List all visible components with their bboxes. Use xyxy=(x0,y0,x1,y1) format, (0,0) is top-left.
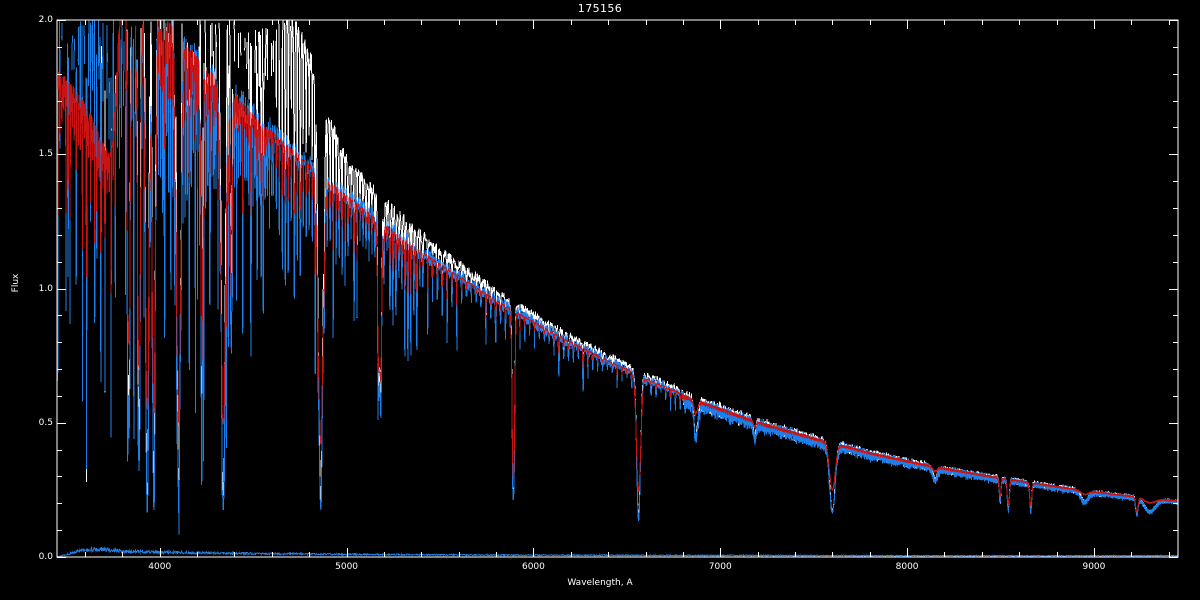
x-tick-label: 6000 xyxy=(521,562,545,572)
x-tick-label: 7000 xyxy=(708,562,732,572)
x-tick-label: 4000 xyxy=(148,562,172,572)
y-axis-label: Flux xyxy=(11,273,21,293)
y-tick-label: 0.5 xyxy=(38,417,53,428)
error-spectrum-curve xyxy=(56,545,1179,558)
x-axis-label: Wavelength, A xyxy=(567,578,633,588)
x-tick-label: 9000 xyxy=(1082,562,1106,572)
y-tick-label: 1.0 xyxy=(38,283,53,294)
uncorrected-spectrum-curve xyxy=(85,15,1169,525)
y-tick-label: 0.0 xyxy=(38,552,53,562)
x-tick-label: 5000 xyxy=(335,562,359,572)
y-tick-label: 1.5 xyxy=(38,149,53,160)
y-tick-label: 2.0 xyxy=(38,15,53,25)
x-tick-label: 8000 xyxy=(895,562,919,572)
model-spectrum-curve xyxy=(56,15,1179,513)
plot-title: 175156 xyxy=(577,2,623,15)
